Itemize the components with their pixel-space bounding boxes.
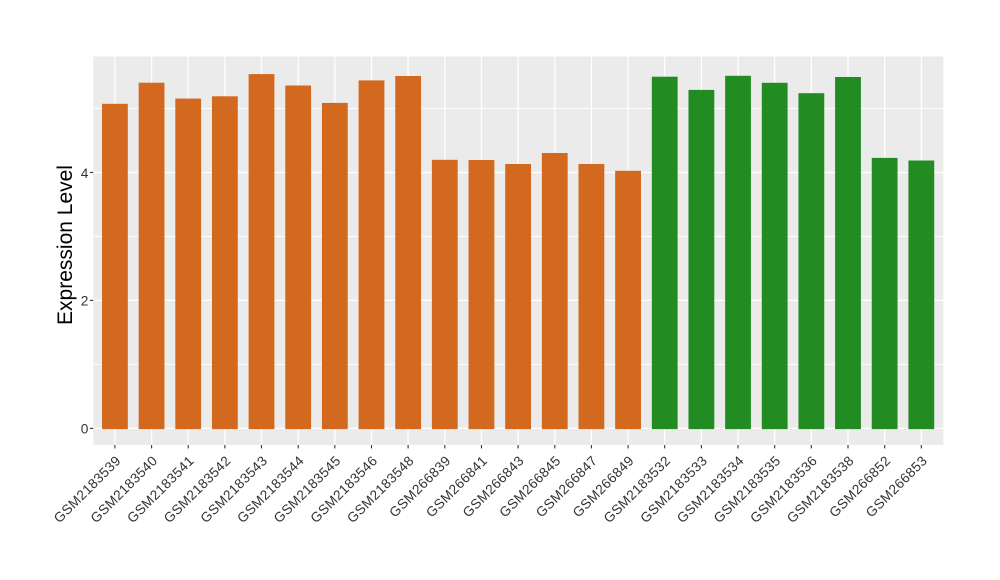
svg-text:2: 2 xyxy=(81,294,89,309)
svg-text:Expression Level: Expression Level xyxy=(54,165,77,325)
svg-text:4: 4 xyxy=(81,166,89,181)
svg-text:0: 0 xyxy=(81,422,89,437)
